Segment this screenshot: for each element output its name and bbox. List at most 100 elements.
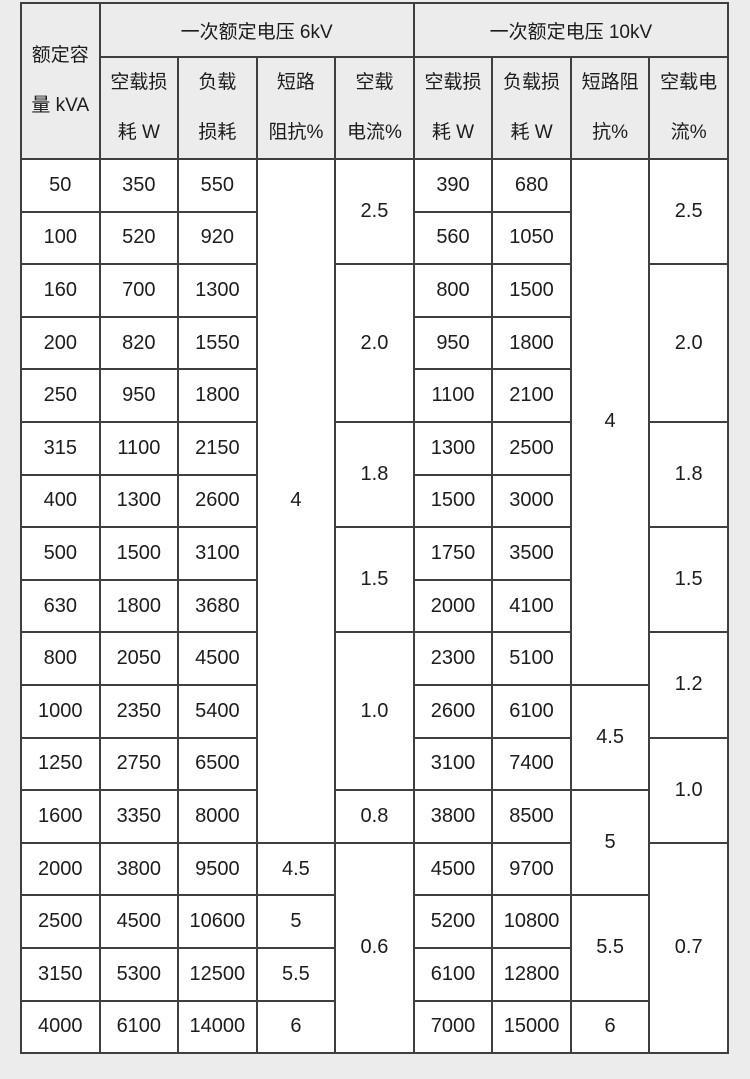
table-cell: 2.0 xyxy=(334,263,415,423)
table-cell: 50 xyxy=(20,158,101,213)
table-cell: 1.0 xyxy=(648,736,729,844)
table-cell: 800 xyxy=(412,263,494,318)
table-cell: 560 xyxy=(412,210,494,266)
table-cell: 2500 xyxy=(20,894,101,949)
table-cell: 5100 xyxy=(491,631,572,686)
transformer-spec-table: 额定容 量 kVA 一次额定电压 6kV 一次额定电压 10kV 空载损 耗 W… xyxy=(20,2,730,1055)
table-row: 200 820 1550 950 1800 xyxy=(20,315,728,371)
table-cell: 1500 xyxy=(412,473,494,529)
table-cell: 2.5 xyxy=(648,157,729,266)
table-cell: 6 xyxy=(569,999,651,1055)
table-cell: 2600 xyxy=(412,683,494,739)
table-cell: 2300 xyxy=(412,631,494,686)
table-cell: 3800 xyxy=(98,841,180,897)
table-cell: 160 xyxy=(20,263,101,318)
table-header: 额定容 量 kVA 一次额定电压 6kV 一次额定电压 10kV 空载损 耗 W… xyxy=(20,2,730,160)
header-6kv-no-load-loss: 空载损 耗 W xyxy=(98,56,180,160)
table-body: 50 350 550 4 2.5 390 680 4 2.5 100 520 920 560 1050 16… xyxy=(20,157,729,1055)
table-cell: 4.5 xyxy=(255,841,337,897)
table-cell: 1.5 xyxy=(334,526,415,634)
table-row: 1250 2750 6500 3100 7400 1.0 xyxy=(20,736,729,844)
table-cell: 6100 xyxy=(491,683,572,739)
table-cell: 1050 xyxy=(491,210,572,266)
table-cell: 1550 xyxy=(177,315,258,371)
table-row: 2000 3800 9500 4.5 0.6 4500 9700 0.7 xyxy=(20,841,729,1055)
table-cell: 0.7 xyxy=(648,841,729,1055)
header-group-6kv: 一次额定电压 6kV xyxy=(98,2,415,58)
table-cell: 2.5 xyxy=(334,157,415,266)
table-cell: 1800 xyxy=(98,578,180,634)
table-cell: 5.5 xyxy=(569,894,651,1002)
header-6kv-no-load-current: 空载 电流% xyxy=(334,56,415,160)
table-cell: 12500 xyxy=(177,946,258,1002)
table-cell: 9700 xyxy=(491,841,572,897)
table-cell: 250 xyxy=(20,368,101,423)
table-row: 800 2050 4500 1.0 2300 5100 1.2 xyxy=(20,631,729,792)
table-cell: 1800 xyxy=(491,315,572,371)
table-cell: 100 xyxy=(20,210,101,266)
table-cell: 1600 xyxy=(20,789,101,844)
table-cell: 9500 xyxy=(177,841,258,897)
table-cell: 950 xyxy=(412,315,494,371)
table-cell: 920 xyxy=(177,210,258,266)
table-cell: 680 xyxy=(491,158,572,213)
table-cell: 2600 xyxy=(177,473,258,529)
table-cell: 1250 xyxy=(20,736,101,792)
table-cell: 7400 xyxy=(491,736,572,792)
table-cell: 3100 xyxy=(412,736,494,792)
table-cell: 1.8 xyxy=(648,420,729,529)
table-cell: 4500 xyxy=(177,631,258,686)
table-cell: 0.6 xyxy=(334,841,415,1055)
table-cell: 5300 xyxy=(98,946,180,1002)
table-cell: 3500 xyxy=(491,526,572,581)
table-row: 630 1800 3680 2000 4100 xyxy=(20,578,728,634)
header-group-10kv: 一次额定电压 10kV xyxy=(412,2,730,58)
header-capacity: 额定容 量 kVA xyxy=(20,2,101,160)
table-cell: 1300 xyxy=(177,263,258,318)
table-cell: 10800 xyxy=(491,894,572,949)
header-10kv-no-load-current: 空载电 流% xyxy=(648,56,729,160)
table-cell: 3350 xyxy=(98,789,180,844)
table-cell: 8500 xyxy=(491,789,572,844)
table-cell: 950 xyxy=(98,368,180,423)
header-10kv-no-load-loss: 空载损 耗 W xyxy=(412,56,494,160)
table-cell: 1300 xyxy=(412,420,494,476)
table-cell: 2750 xyxy=(98,736,180,792)
table-cell: 4500 xyxy=(98,894,180,949)
table-cell: 0.8 xyxy=(334,789,415,844)
table-row: 400 1300 2600 1500 3000 xyxy=(20,473,728,529)
table-cell: 1100 xyxy=(412,368,494,423)
table-cell: 2.0 xyxy=(648,263,729,423)
table-row: 160 700 1300 2.0 800 1500 2.0 xyxy=(20,263,729,423)
table-cell: 3000 xyxy=(491,473,572,529)
table-cell: 3680 xyxy=(177,578,258,634)
table-cell: 8000 xyxy=(177,789,258,844)
header-10kv-impedance: 短路阻 抗% xyxy=(569,56,651,160)
table-cell: 4000 xyxy=(20,999,101,1055)
table-cell: 400 xyxy=(20,473,101,529)
table-cell: 3150 xyxy=(20,946,101,1002)
table-cell: 2350 xyxy=(98,683,180,739)
table-cell: 4500 xyxy=(412,841,494,897)
table-cell: 1000 xyxy=(20,683,101,739)
table-cell: 4 xyxy=(255,158,337,844)
table-row: 3150 5300 12500 5.5 6100 12800 xyxy=(20,946,728,1002)
table-cell: 14000 xyxy=(177,999,258,1055)
table-cell: 1.0 xyxy=(334,631,415,792)
table-cell: 5200 xyxy=(412,894,494,949)
table-cell: 3800 xyxy=(412,789,494,844)
table-cell: 5.5 xyxy=(255,946,337,1002)
header-sub-row: 空载损 耗 W 负载 损耗 短路 阻抗% 空载 电流% 空载损 耗 W 负载损 … xyxy=(21,56,729,160)
table-cell: 800 xyxy=(20,631,101,686)
table-cell: 520 xyxy=(98,210,180,266)
table-cell: 2100 xyxy=(491,368,572,423)
table-cell: 200 xyxy=(20,315,101,371)
table-cell: 1500 xyxy=(491,263,572,318)
table-cell: 2000 xyxy=(412,578,494,634)
table-cell: 5 xyxy=(255,894,337,949)
table-cell: 5 xyxy=(569,789,651,897)
table-cell: 2050 xyxy=(98,631,180,686)
header-6kv-load-loss: 负载 损耗 xyxy=(177,56,258,160)
header-group-row: 额定容 量 kVA 一次额定电压 6kV 一次额定电压 10kV xyxy=(20,2,730,160)
